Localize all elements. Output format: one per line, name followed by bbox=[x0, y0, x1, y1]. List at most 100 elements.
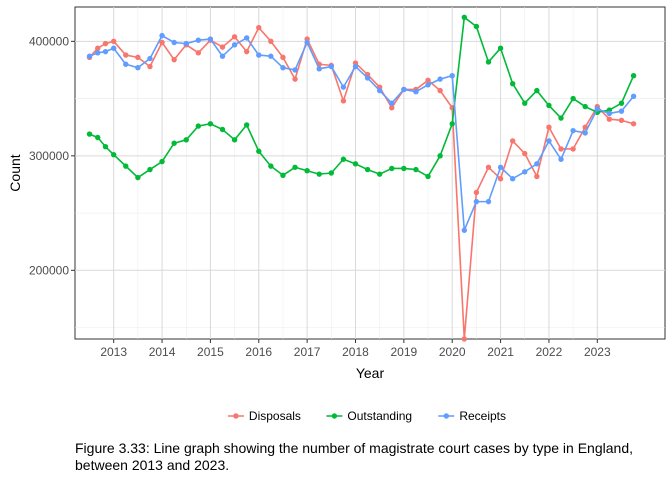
data-point-outstanding bbox=[147, 166, 153, 173]
data-point-receipts bbox=[437, 76, 443, 82]
data-point-disposals bbox=[570, 146, 576, 152]
data-point-disposals bbox=[473, 189, 480, 196]
data-point-receipts bbox=[207, 36, 214, 42]
data-point-outstanding bbox=[102, 143, 109, 150]
data-point-receipts bbox=[461, 227, 468, 233]
data-point-receipts bbox=[509, 176, 516, 182]
data-point-receipts bbox=[219, 53, 226, 59]
data-point-disposals bbox=[171, 56, 177, 63]
data-point-outstanding bbox=[437, 153, 443, 159]
x-tick-label: 2022 bbox=[536, 345, 563, 359]
x-tick-label: 2015 bbox=[197, 345, 224, 359]
data-point-disposals bbox=[292, 76, 298, 82]
legend-label: Outstanding bbox=[347, 409, 412, 423]
data-point-receipts bbox=[195, 37, 202, 43]
data-point-disposals bbox=[219, 44, 226, 50]
data-point-outstanding bbox=[497, 45, 504, 51]
data-point-receipts bbox=[268, 53, 274, 59]
data-point-receipts bbox=[102, 48, 109, 55]
data-point-receipts bbox=[316, 66, 322, 72]
data-point-outstanding bbox=[231, 137, 238, 143]
data-point-receipts bbox=[123, 61, 129, 67]
legend-key-point bbox=[233, 413, 239, 419]
data-point-receipts bbox=[256, 52, 262, 58]
data-point-receipts bbox=[147, 55, 153, 62]
data-point-outstanding bbox=[123, 163, 129, 169]
y-tick-label: 400000 bbox=[29, 34, 69, 48]
data-point-receipts bbox=[352, 63, 359, 70]
data-point-receipts bbox=[231, 42, 238, 48]
data-point-outstanding bbox=[256, 148, 262, 154]
legend-item-outstanding: Outstanding bbox=[326, 409, 412, 423]
data-point-outstanding bbox=[183, 137, 189, 143]
data-point-receipts bbox=[340, 84, 347, 90]
data-point-receipts bbox=[522, 169, 528, 175]
data-point-outstanding bbox=[618, 100, 625, 106]
data-point-outstanding bbox=[522, 100, 528, 106]
data-point-outstanding bbox=[243, 122, 250, 128]
x-tick-label: 2014 bbox=[149, 345, 176, 359]
data-point-receipts bbox=[243, 35, 250, 41]
data-point-receipts bbox=[594, 106, 600, 112]
data-point-outstanding bbox=[509, 81, 516, 87]
data-point-receipts bbox=[183, 40, 189, 47]
data-point-receipts bbox=[292, 67, 298, 73]
data-point-outstanding bbox=[86, 131, 93, 137]
data-point-disposals bbox=[147, 63, 153, 70]
figure-caption: Figure 3.33: Line graph showing the numb… bbox=[75, 440, 633, 473]
data-point-receipts bbox=[95, 50, 101, 56]
data-point-outstanding bbox=[268, 163, 274, 169]
data-point-outstanding bbox=[316, 171, 322, 177]
series-outstanding bbox=[86, 14, 637, 181]
data-point-disposals bbox=[256, 24, 262, 31]
axes: 2013 2014 2015 2016 2017 2018 2019 2020 2021 2022… bbox=[29, 34, 611, 359]
data-point-outstanding bbox=[95, 134, 101, 141]
y-axis-title: Count bbox=[7, 154, 23, 191]
data-point-receipts bbox=[376, 87, 383, 94]
data-point-receipts bbox=[413, 89, 419, 95]
data-point-disposals bbox=[534, 173, 540, 180]
data-point-receipts bbox=[570, 127, 576, 134]
data-point-outstanding bbox=[630, 72, 637, 79]
x-tick-label: 2016 bbox=[245, 345, 272, 359]
data-point-outstanding bbox=[413, 166, 419, 173]
data-point-outstanding bbox=[352, 161, 359, 167]
x-tick-label: 2013 bbox=[100, 345, 127, 359]
legend-label: Receipts bbox=[459, 409, 506, 423]
grid-lines bbox=[75, 7, 665, 339]
data-point-outstanding bbox=[171, 140, 177, 146]
data-point-receipts bbox=[280, 64, 286, 71]
data-point-receipts bbox=[485, 198, 492, 205]
data-point-disposals bbox=[509, 138, 516, 144]
data-point-disposals bbox=[522, 150, 528, 157]
data-point-disposals bbox=[159, 39, 165, 46]
legend-item-disposals: Disposals bbox=[227, 409, 301, 423]
data-point-disposals bbox=[243, 48, 250, 55]
data-point-receipts bbox=[159, 32, 165, 39]
data-point-outstanding bbox=[364, 166, 371, 173]
data-point-receipts bbox=[171, 39, 177, 46]
data-point-disposals bbox=[231, 34, 238, 40]
data-point-outstanding bbox=[534, 87, 540, 94]
data-point-outstanding bbox=[292, 164, 298, 170]
data-point-receipts bbox=[401, 86, 407, 93]
data-point-outstanding bbox=[401, 165, 407, 172]
data-point-disposals bbox=[340, 98, 347, 104]
data-point-disposals bbox=[135, 54, 141, 61]
data-point-disposals bbox=[461, 336, 468, 342]
data-point-receipts bbox=[110, 45, 117, 51]
legend-key-point bbox=[443, 413, 450, 419]
data-point-outstanding bbox=[485, 59, 492, 65]
data-point-outstanding bbox=[159, 158, 165, 165]
series-layer bbox=[86, 14, 637, 342]
data-point-receipts bbox=[606, 110, 613, 117]
data-point-outstanding bbox=[207, 121, 214, 127]
legend-key-point bbox=[331, 413, 338, 419]
data-point-disposals bbox=[102, 40, 109, 47]
data-point-receipts bbox=[135, 64, 141, 71]
data-point-disposals bbox=[485, 164, 492, 170]
x-tick-label: 2023 bbox=[584, 345, 611, 359]
data-point-disposals bbox=[195, 50, 202, 56]
data-point-outstanding bbox=[473, 23, 480, 30]
data-point-disposals bbox=[389, 105, 395, 111]
